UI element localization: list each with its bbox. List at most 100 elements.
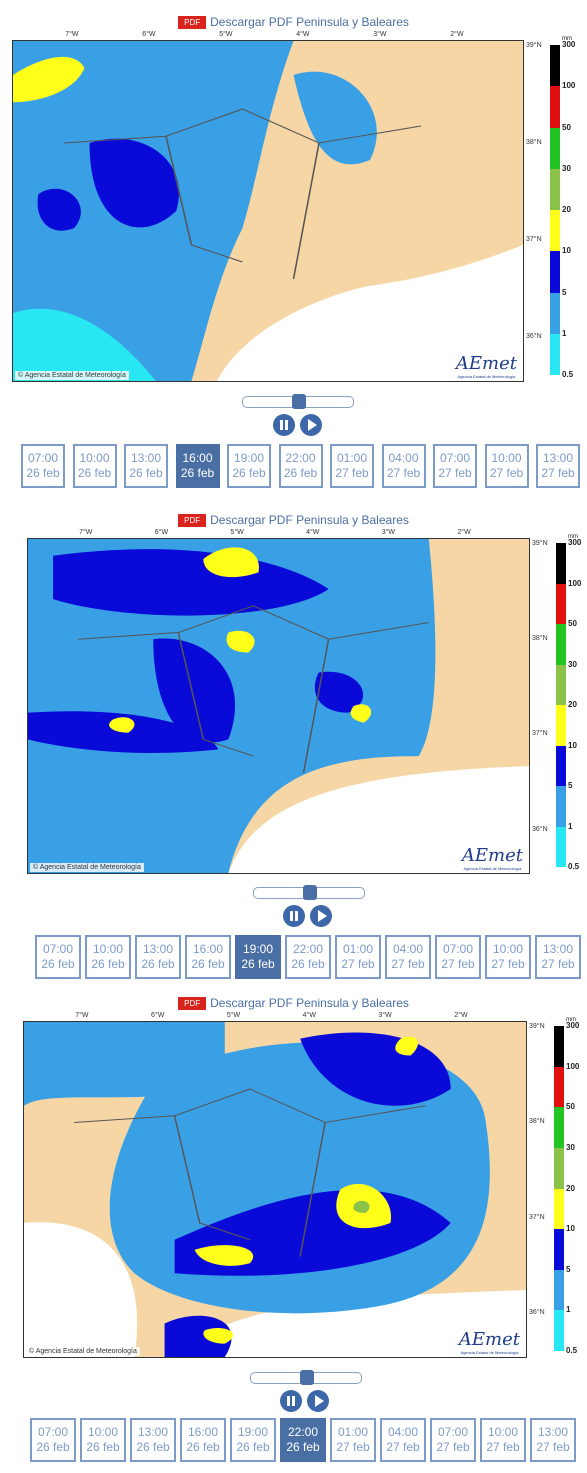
time-label: 19:00 [237, 1425, 269, 1439]
time-button[interactable]: 10:00 27 feb [485, 935, 531, 979]
time-button[interactable]: 16:00 26 feb [180, 1418, 226, 1462]
time-slider[interactable] [253, 885, 365, 900]
map-shape [194, 1245, 254, 1266]
pdf-link[interactable]: Descargar PDF Peninsula y Baleares [210, 513, 409, 527]
legend-color [554, 1026, 564, 1067]
time-button[interactable]: 16:00 26 feb [175, 444, 220, 488]
time-button[interactable]: 07:00 26 feb [35, 935, 81, 979]
legend-label: 100 [566, 1061, 580, 1071]
time-button[interactable]: 13:00 27 feb [536, 444, 580, 488]
legend-color [550, 168, 560, 210]
logo-caption: Agencia Estatal de Meteorología [457, 374, 516, 379]
logo: AEmet Agencia Estatal de Meteorología [459, 1329, 520, 1355]
legend: 300 100 50 30 20 10 5 1 0.5 [556, 538, 581, 871]
legend-color [556, 543, 566, 584]
time-button[interactable]: 13:00 26 feb [124, 444, 168, 488]
pause-button[interactable] [283, 905, 305, 927]
time-button[interactable]: 07:00 27 feb [435, 935, 481, 979]
play-button[interactable] [300, 414, 322, 436]
map-shape [203, 1328, 234, 1344]
longitude-label: 7°W [79, 529, 93, 536]
legend-label: 10 [566, 1224, 575, 1234]
slider-thumb[interactable] [292, 394, 306, 409]
time-button[interactable]: 13:00 26 feb [130, 1418, 176, 1462]
time-label: 04:00 [387, 1425, 419, 1439]
legend-label: 30 [562, 163, 571, 173]
longitude-label: 6°W [142, 31, 156, 38]
map-shape [13, 308, 156, 381]
map-shape [53, 549, 329, 616]
time-button[interactable]: 07:00 27 feb [433, 444, 477, 488]
logo: AEmet Agencia Estatal de Meteorología [462, 845, 523, 871]
pause-button[interactable] [280, 1390, 302, 1412]
play-button[interactable] [307, 1390, 329, 1412]
pdf-link[interactable]: Descargar PDF Peninsula y Baleares [210, 996, 409, 1010]
time-button[interactable]: 10:00 27 feb [484, 444, 529, 488]
map-shape [293, 71, 377, 165]
time-button[interactable]: 01:00 27 feb [330, 1418, 376, 1462]
date-label: 26 feb [26, 466, 60, 480]
date-label: 27 feb [536, 1440, 570, 1454]
time-button[interactable]: 07:00 26 feb [30, 1418, 76, 1462]
time-button[interactable]: 19:00 26 feb [230, 1418, 276, 1462]
legend-color [556, 826, 566, 867]
time-button[interactable]: 07:00 27 feb [430, 1418, 476, 1462]
time-button[interactable]: 01:00 27 feb [335, 935, 381, 979]
legend-label: 5 [562, 287, 567, 297]
map-image [13, 41, 523, 381]
date-label: 26 feb [232, 466, 266, 480]
time-slider[interactable] [250, 1370, 362, 1385]
legend-label: 30 [568, 659, 577, 669]
time-label: 07:00 [437, 1425, 469, 1439]
time-button[interactable]: 10:00 26 feb [80, 1418, 126, 1462]
time-label: 10:00 [492, 942, 524, 956]
pdf-link[interactable]: Descargar PDF Peninsula y Baleares [210, 15, 409, 29]
slider-thumb[interactable] [300, 1370, 314, 1385]
date-label: 26 feb [286, 1440, 320, 1454]
logo-text: AEmet [461, 845, 523, 866]
time-button[interactable]: 16:00 26 feb [185, 935, 231, 979]
copyright: © Agencia Estatal de Meteorología [26, 1347, 140, 1356]
time-button[interactable]: 13:00 27 feb [535, 935, 581, 979]
legend-unit: mm [562, 36, 572, 42]
legend-label: 50 [566, 1102, 575, 1112]
time-slider[interactable] [242, 394, 354, 409]
time-button[interactable]: 10:00 26 feb [72, 444, 117, 488]
longitude-label: 4°W [302, 1012, 316, 1019]
time-button[interactable]: 19:00 26 feb [235, 935, 281, 979]
map-shape [78, 605, 429, 773]
longitude-label: 2°W [450, 31, 464, 38]
map-shape [13, 56, 85, 103]
legend-label: 30 [566, 1142, 575, 1152]
slider-thumb[interactable] [303, 885, 317, 900]
time-button[interactable]: 01:00 27 feb [330, 444, 374, 488]
time-button[interactable]: 07:00 26 feb [21, 444, 65, 488]
legend-label: 10 [562, 246, 571, 256]
longitude-label: 6°W [154, 529, 169, 536]
time-button[interactable]: 10:00 27 feb [480, 1418, 526, 1462]
time-button[interactable]: 04:00 27 feb [381, 444, 426, 488]
time-button[interactable]: 22:00 26 feb [285, 935, 331, 979]
play-button[interactable] [310, 905, 332, 927]
legend-label: 300 [562, 40, 576, 49]
time-button[interactable]: 22:00 26 feb [278, 444, 323, 488]
time-label: 07:00 [27, 451, 59, 465]
time-button[interactable]: 22:00 26 feb [280, 1418, 326, 1462]
time-button[interactable]: 04:00 27 feb [385, 935, 431, 979]
longitude-label: 3°W [373, 31, 387, 38]
time-label: 07:00 [37, 1425, 69, 1439]
copyright: © Agencia Estatal de Meteorología [15, 371, 129, 380]
date-label: 27 feb [541, 957, 575, 971]
latitude-label: 37°N [532, 730, 548, 738]
map: © Agencia Estatal de Meteorología AEmet Ag… [23, 1021, 527, 1358]
time-button[interactable]: 04:00 27 feb [380, 1418, 426, 1462]
time-button[interactable]: 10:00 26 feb [85, 935, 131, 979]
time-button[interactable]: 13:00 26 feb [135, 935, 181, 979]
time-button[interactable]: 19:00 26 feb [227, 444, 271, 488]
legend-color [550, 292, 560, 334]
pause-button[interactable] [273, 414, 295, 436]
date-label: 26 feb [186, 1440, 220, 1454]
legend-label: 20 [568, 700, 577, 709]
copyright: © Agencia Estatal de Meteorología [30, 863, 144, 872]
time-button[interactable]: 13:00 27 feb [530, 1418, 576, 1462]
